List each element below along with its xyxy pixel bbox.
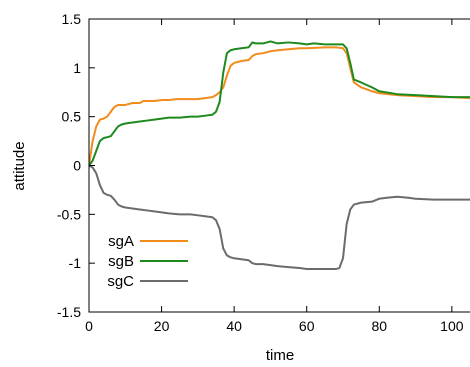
x-tick-label: 100 xyxy=(440,318,464,334)
y-tick-label: -1.5 xyxy=(57,304,81,320)
x-tick-label: 60 xyxy=(299,318,315,334)
series-line-sgC xyxy=(89,164,470,271)
x-tick-label: 40 xyxy=(226,318,242,334)
legend-label-sgA: sgA xyxy=(108,233,134,250)
series-line-sgB xyxy=(89,40,470,167)
legend-label-sgC: sgC xyxy=(107,273,134,290)
x-tick-label: 20 xyxy=(154,318,170,334)
ticks-layer xyxy=(88,18,453,313)
y-tick-label: 1 xyxy=(73,60,81,76)
series-layer xyxy=(89,40,470,271)
series-line-sgA xyxy=(89,46,470,167)
y-axis-title: attitude xyxy=(11,141,28,190)
tick-labels-layer: 0 20 40 60 80 100 -1.5 -1 -0.5 0 0.5 1 1.5 xyxy=(57,11,464,334)
y-tick-label: -0.5 xyxy=(57,206,81,222)
legend-label-sgB: sgB xyxy=(108,253,134,270)
y-tick-label: -1 xyxy=(69,255,82,271)
x-axis-title: time xyxy=(266,347,294,364)
x-tick-label: 0 xyxy=(85,318,93,334)
y-tick-label: 0 xyxy=(73,158,81,174)
y-tick-label: 1.5 xyxy=(62,11,82,27)
legend: sgA sgB sgC xyxy=(107,233,188,290)
x-tick-label: 80 xyxy=(371,318,387,334)
y-tick-label: 0.5 xyxy=(62,109,82,125)
plot-frame xyxy=(88,18,470,313)
